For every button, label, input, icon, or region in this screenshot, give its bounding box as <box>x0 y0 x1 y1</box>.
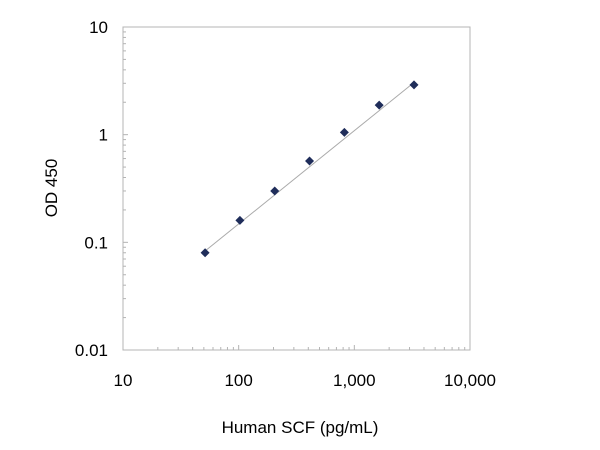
y-tick-label: 10 <box>89 18 108 37</box>
y-tick-label: 0.01 <box>75 341 108 360</box>
x-tick-label: 100 <box>224 371 252 390</box>
x-tick-label: 10,000 <box>444 371 496 390</box>
data-point <box>270 186 280 196</box>
data-points-layer <box>200 80 419 258</box>
data-point <box>200 248 210 258</box>
x-tick-label: 10 <box>114 371 133 390</box>
data-point <box>305 156 315 166</box>
data-point <box>235 215 245 225</box>
y-tick-labels: 10 1 0.1 0.01 <box>75 18 108 360</box>
x-axis-title: Human SCF (pg/mL) <box>222 418 379 437</box>
y-axis-title: OD 450 <box>42 159 61 218</box>
data-point <box>409 80 419 90</box>
data-point <box>374 100 384 110</box>
x-tick-labels: 10 100 1,000 10,000 <box>114 371 496 390</box>
minor-ticks <box>123 31 466 350</box>
plot-area <box>122 26 471 351</box>
x-tick-label: 1,000 <box>333 371 376 390</box>
data-point <box>339 127 349 137</box>
y-tick-label: 1 <box>99 126 108 145</box>
y-tick-label: 0.1 <box>84 233 108 252</box>
